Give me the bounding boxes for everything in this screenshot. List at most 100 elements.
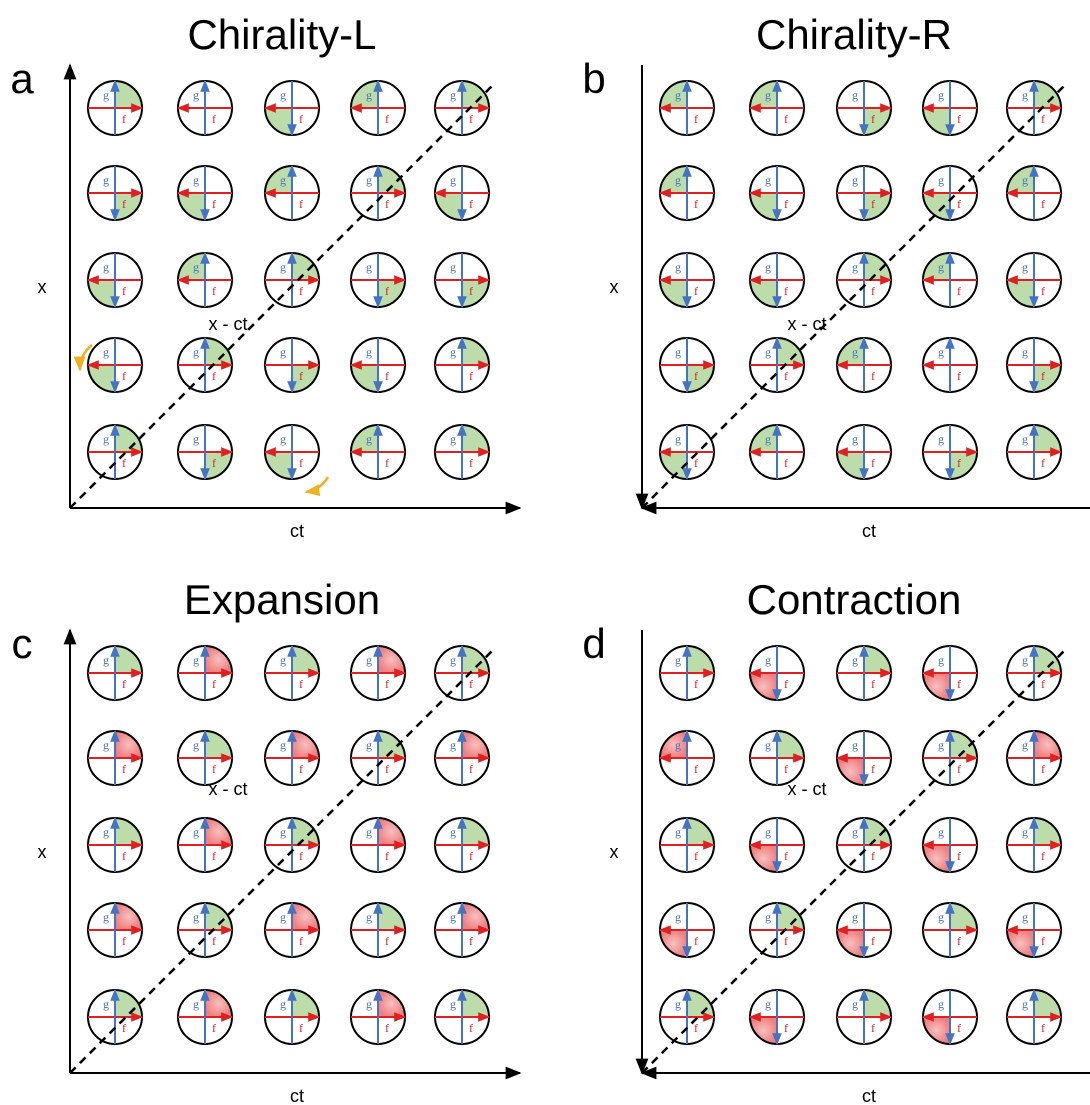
shaded-quadrant (1034, 425, 1061, 452)
g-label: g (103, 432, 109, 446)
f-label: f (122, 677, 126, 691)
f-label: f (694, 197, 698, 211)
f-label: f (299, 849, 303, 863)
f-label: f (957, 762, 961, 776)
shaded-quadrant (265, 452, 292, 479)
shaded-quadrant (205, 818, 232, 845)
shaded-quadrant (750, 425, 777, 452)
g-label: g (852, 345, 858, 359)
f-label: f (871, 677, 875, 691)
g-label: g (765, 738, 771, 752)
g-label: g (938, 173, 944, 187)
shaded-quadrant (923, 108, 950, 135)
f-label: f (871, 849, 875, 863)
panel-title: Chirality-R (756, 11, 952, 58)
shaded-quadrant (462, 731, 489, 758)
f-label: f (469, 197, 473, 211)
axis-label: ct (290, 521, 304, 541)
f-label: f (122, 112, 126, 126)
shaded-quadrant (950, 903, 977, 930)
shaded-quadrant (837, 338, 864, 365)
shaded-quadrant (351, 425, 378, 452)
g-label: g (852, 738, 858, 752)
shaded-quadrant (864, 253, 891, 280)
diagonal-label: x - ct (788, 314, 827, 334)
shaded-quadrant (950, 731, 977, 758)
shaded-quadrant (1034, 731, 1061, 758)
g-label: g (1022, 825, 1028, 839)
shaded-quadrant (837, 758, 864, 785)
shaded-quadrant (265, 166, 292, 193)
shaded-quadrant (115, 193, 142, 220)
shaded-quadrant (462, 646, 489, 673)
f-label: f (957, 197, 961, 211)
shaded-quadrant (660, 452, 687, 479)
f-label: f (122, 369, 126, 383)
g-label: g (765, 825, 771, 839)
f-label: f (122, 849, 126, 863)
shaded-quadrant (750, 193, 777, 220)
shaded-quadrant (205, 338, 232, 365)
shaded-quadrant (750, 1017, 777, 1044)
g-label: g (366, 345, 372, 359)
g-label: g (280, 825, 286, 839)
shaded-quadrant (687, 990, 714, 1017)
g-label: g (103, 997, 109, 1011)
f-label: f (784, 197, 788, 211)
g-label: g (193, 653, 199, 667)
f-label: f (469, 369, 473, 383)
shaded-quadrant (864, 990, 891, 1017)
g-label: g (1022, 173, 1028, 187)
shaded-quadrant (864, 193, 891, 220)
shaded-quadrant (687, 646, 714, 673)
g-label: g (366, 997, 372, 1011)
diagonal-label: x - ct (209, 314, 248, 334)
shaded-quadrant (923, 845, 950, 872)
g-label: g (1022, 653, 1028, 667)
f-label: f (122, 456, 126, 470)
f-label: f (385, 112, 389, 126)
g-label: g (1022, 910, 1028, 924)
f-label: f (212, 1021, 216, 1035)
g-label: g (366, 88, 372, 102)
g-label: g (765, 432, 771, 446)
g-label: g (1022, 432, 1028, 446)
f-label: f (784, 762, 788, 776)
f-label: f (957, 284, 961, 298)
f-label: f (694, 677, 698, 691)
panel-letter: b (582, 55, 605, 102)
g-label: g (450, 653, 456, 667)
shaded-quadrant (750, 81, 777, 108)
f-label: f (784, 934, 788, 948)
shaded-quadrant (777, 903, 804, 930)
f-label: f (784, 369, 788, 383)
g-label: g (675, 345, 681, 359)
g-label: g (1022, 738, 1028, 752)
g-label: g (103, 345, 109, 359)
shaded-quadrant (462, 818, 489, 845)
f-label: f (385, 284, 389, 298)
g-label: g (852, 997, 858, 1011)
g-label: g (280, 910, 286, 924)
g-label: g (366, 173, 372, 187)
shaded-quadrant (1034, 81, 1061, 108)
shaded-quadrant (178, 193, 205, 220)
g-label: g (366, 260, 372, 274)
shaded-quadrant (265, 108, 292, 135)
shaded-quadrant (378, 731, 405, 758)
shaded-quadrant (1034, 990, 1061, 1017)
f-label: f (212, 369, 216, 383)
g-label: g (193, 88, 199, 102)
shaded-quadrant (115, 990, 142, 1017)
g-label: g (103, 738, 109, 752)
g-label: g (280, 345, 286, 359)
g-label: g (675, 738, 681, 752)
f-label: f (122, 934, 126, 948)
shaded-quadrant (864, 646, 891, 673)
f-label: f (212, 934, 216, 948)
g-label: g (280, 738, 286, 752)
shaded-quadrant (660, 731, 687, 758)
shaded-quadrant (292, 731, 319, 758)
